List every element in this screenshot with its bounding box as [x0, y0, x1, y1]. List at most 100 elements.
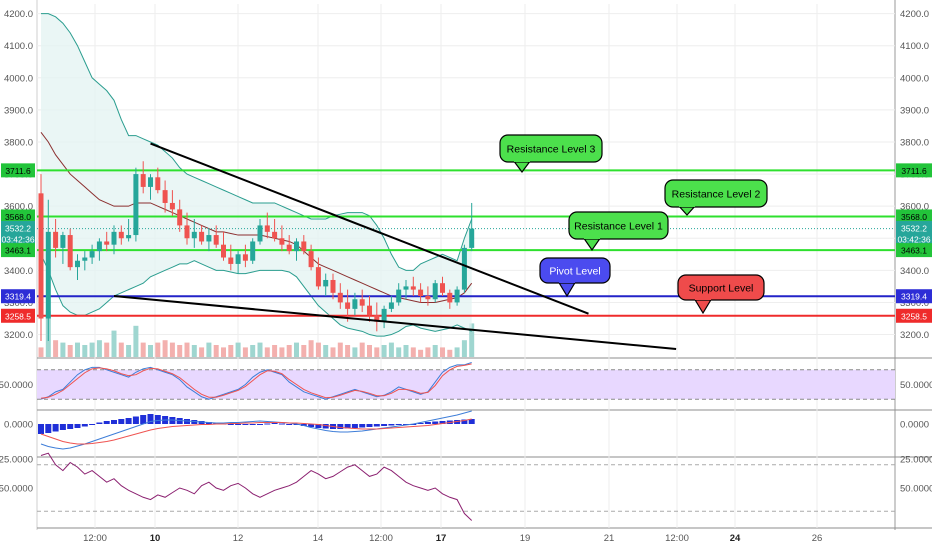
candle-body: [345, 302, 351, 309]
price-tag-left: [1, 308, 35, 323]
y-axis-tick-left: 4100.0: [4, 41, 33, 52]
price-tag-left-text: 3532.2: [5, 223, 31, 233]
volume-bar: [432, 345, 438, 357]
macd-histogram-bar: [140, 415, 147, 424]
volume-bar: [286, 345, 292, 357]
macd-histogram-bar: [235, 424, 242, 425]
macd-histogram-bar: [468, 419, 475, 424]
callout-support-level: Support Level: [677, 274, 765, 315]
x-axis-tick: 21: [604, 533, 615, 544]
y-axis-tick-right: 3800.0: [900, 137, 929, 148]
price-tag-left-text: 3463.1: [5, 246, 31, 256]
macd-tick-right: 0.0000: [900, 420, 929, 431]
macd-histogram-bar: [264, 423, 271, 425]
candle-body: [418, 289, 424, 297]
volume-bar: [140, 342, 146, 357]
candle-body: [82, 257, 88, 261]
candle-body: [96, 241, 102, 252]
price-tag-right-text: 3463.1: [901, 246, 927, 256]
macd-histogram-bar: [308, 424, 315, 427]
candle-body: [184, 225, 190, 239]
x-axis-tick: 12:00: [83, 533, 107, 544]
volume-bar: [396, 347, 402, 357]
price-tag-right: [896, 209, 932, 224]
volume-bar: [250, 345, 256, 357]
callout-label: Resistance Level 1: [574, 221, 663, 233]
macd-histogram-bar: [366, 424, 373, 427]
callout-label: Support Level: [689, 283, 754, 295]
macd-histogram-bar: [45, 424, 52, 433]
price-tag-left: [1, 163, 35, 178]
price-tag-left-text: 3258.5: [5, 311, 31, 321]
candle-body: [104, 241, 110, 245]
price-tag-right-text: 03:42:36: [897, 235, 930, 245]
volume-bar: [104, 342, 110, 357]
macd-histogram-bar: [395, 424, 402, 425]
volume-bar: [89, 342, 95, 357]
candle-body: [213, 235, 219, 245]
macd-histogram-bar: [351, 424, 358, 428]
volume-bar: [425, 347, 431, 357]
callout-label: Pivot Level: [549, 266, 600, 278]
volume-bar: [461, 340, 467, 357]
x-axis-tick: 24: [730, 533, 741, 544]
volume-bar: [410, 347, 416, 357]
macd-histogram-bar: [249, 424, 256, 425]
volume-bar: [330, 347, 336, 357]
candle-body: [396, 289, 402, 303]
macd-histogram-bar: [432, 421, 439, 424]
trendline: [150, 142, 589, 315]
candle-body: [294, 241, 299, 252]
rsi-tick-right: 25.0000: [900, 455, 932, 466]
candle-body: [199, 231, 205, 242]
callout-box: [677, 274, 765, 301]
y-axis-tick-left: 4000.0: [4, 73, 33, 84]
volume-bar: [279, 347, 285, 357]
macd-histogram-bar: [59, 424, 66, 430]
candle-body: [388, 302, 394, 309]
rsi-tick-right: 50.0000: [900, 484, 932, 495]
candle-body: [323, 279, 329, 287]
stoch-k-line: [40, 361, 472, 400]
volume-bar: [191, 345, 197, 357]
stoch-d-line: [40, 363, 472, 399]
macd-histogram-bar: [154, 415, 161, 424]
volume-bar: [454, 347, 460, 357]
price-tag-left-text: 3568.0: [5, 212, 31, 222]
macd-histogram-bar: [381, 424, 388, 426]
macd-histogram-bar: [103, 421, 110, 424]
volume-bar: [315, 342, 321, 357]
price-tag-right-text: 3319.4: [901, 292, 927, 302]
volume-bar: [337, 342, 343, 357]
macd-histogram-bar: [344, 424, 351, 429]
x-axis-tick: 12:00: [665, 533, 689, 544]
candle-body: [38, 193, 44, 319]
macd-histogram-bar: [439, 421, 446, 424]
volume-bar: [38, 347, 44, 357]
candle-body: [53, 231, 59, 248]
candle-body: [374, 315, 380, 322]
price-tag-right: [896, 289, 932, 304]
volume-bar: [388, 342, 394, 357]
price-tag-left: [1, 289, 35, 304]
candle-body: [206, 235, 212, 242]
macd-histogram-bar: [81, 424, 88, 427]
candle-body: [447, 292, 453, 303]
price-tag-left-text: 03:42:36: [1, 235, 34, 245]
volume-bar: [228, 345, 234, 357]
price-tag-right: [896, 308, 932, 323]
callout-resistance-level-1: Resistance Level 1: [568, 211, 669, 252]
macd-histogram-bar: [118, 419, 125, 424]
candle-body: [118, 231, 124, 239]
rsi-tick-left: 25.0000: [0, 455, 33, 466]
bollinger-fill: [41, 13, 472, 337]
y-axis-tick-right: 3400.0: [900, 266, 929, 277]
macd-histogram-bar: [38, 424, 44, 434]
volume-bar: [242, 347, 248, 357]
macd-histogram-bar: [242, 424, 249, 425]
candle-body: [381, 308, 387, 322]
candle-body: [403, 286, 409, 290]
x-axis-tick: 12:00: [369, 533, 393, 544]
y-axis-tick-right: 4200.0: [900, 9, 929, 20]
